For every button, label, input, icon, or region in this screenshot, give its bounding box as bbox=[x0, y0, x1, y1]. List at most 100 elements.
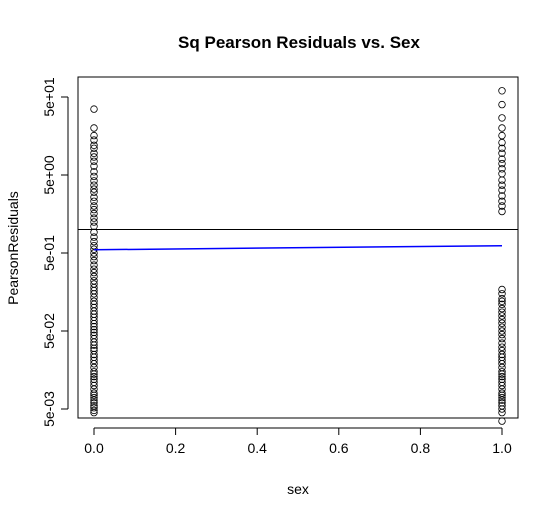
data-point bbox=[498, 304, 506, 313]
data-point bbox=[498, 312, 506, 320]
data-point bbox=[90, 256, 98, 265]
data-point bbox=[498, 181, 506, 189]
data-point bbox=[498, 389, 506, 397]
data-point bbox=[498, 285, 506, 294]
data-point bbox=[498, 327, 506, 335]
y-tick-label: 5e+00 bbox=[41, 155, 57, 195]
data-point bbox=[90, 393, 98, 402]
data-point bbox=[90, 404, 98, 412]
data-point bbox=[498, 417, 506, 425]
data-point bbox=[90, 328, 98, 337]
data-point bbox=[498, 343, 506, 351]
trend-line bbox=[93, 244, 503, 251]
data-point bbox=[90, 344, 98, 352]
data-point bbox=[90, 228, 98, 236]
data-point bbox=[498, 169, 506, 178]
data-point bbox=[90, 105, 98, 113]
data-point bbox=[90, 406, 98, 415]
y-tick-label: 5e-01 bbox=[41, 235, 57, 271]
x-tick-label: 0.6 bbox=[329, 440, 349, 456]
data-point bbox=[498, 378, 506, 386]
data-point bbox=[498, 290, 506, 298]
data-point bbox=[498, 202, 506, 210]
data-point bbox=[498, 186, 506, 194]
data-point bbox=[498, 368, 506, 376]
data-point bbox=[90, 241, 98, 250]
data-point bbox=[498, 176, 506, 184]
data-point bbox=[90, 391, 98, 399]
data-point bbox=[498, 131, 506, 140]
data-point bbox=[498, 375, 506, 383]
chart-title: Sq Pearson Residuals vs. Sex bbox=[178, 33, 420, 52]
data-point bbox=[498, 87, 506, 95]
data-point bbox=[90, 280, 98, 288]
data-point bbox=[90, 157, 98, 165]
data-point bbox=[90, 252, 98, 261]
data-point bbox=[90, 209, 98, 218]
data-point bbox=[90, 363, 98, 372]
data-points bbox=[90, 87, 506, 425]
y-axis: 5e+01 5e+00 5e-01 5e-02 5e-03 bbox=[41, 77, 69, 427]
data-point bbox=[498, 124, 506, 132]
data-point bbox=[498, 350, 506, 359]
y-axis-label: PearsonResiduals bbox=[5, 191, 21, 305]
data-point bbox=[90, 168, 98, 176]
data-point bbox=[90, 272, 98, 281]
x-tick-label: 0.2 bbox=[166, 440, 186, 456]
data-point bbox=[90, 202, 98, 210]
data-point bbox=[90, 218, 98, 226]
data-point bbox=[90, 402, 98, 410]
data-point bbox=[90, 396, 98, 404]
data-point bbox=[498, 192, 506, 200]
data-point bbox=[498, 144, 506, 152]
data-point bbox=[90, 297, 98, 305]
data-point bbox=[90, 237, 98, 246]
data-point bbox=[498, 315, 506, 324]
data-point bbox=[90, 389, 98, 397]
data-point bbox=[498, 165, 506, 173]
data-point bbox=[498, 396, 506, 404]
data-point bbox=[498, 100, 506, 109]
data-point bbox=[498, 300, 506, 308]
data-point bbox=[498, 393, 506, 402]
data-point bbox=[90, 346, 98, 355]
data-point bbox=[90, 181, 98, 189]
data-point bbox=[498, 197, 506, 205]
data-point bbox=[498, 346, 506, 355]
data-point bbox=[498, 149, 506, 157]
data-point bbox=[498, 334, 506, 343]
data-point bbox=[498, 319, 506, 327]
x-axis-label: sex bbox=[287, 481, 309, 497]
data-point bbox=[498, 294, 506, 303]
data-point bbox=[90, 124, 98, 132]
data-point bbox=[90, 233, 98, 241]
data-point bbox=[498, 308, 506, 316]
data-point bbox=[90, 375, 98, 383]
data-point bbox=[90, 261, 98, 269]
data-point bbox=[498, 391, 506, 399]
x-tick-label: 0.8 bbox=[411, 440, 431, 456]
x-tick-label: 0.4 bbox=[247, 440, 267, 456]
data-point bbox=[90, 136, 98, 144]
data-point bbox=[498, 114, 506, 122]
data-point bbox=[498, 339, 506, 347]
data-point bbox=[90, 331, 98, 339]
data-point bbox=[90, 322, 98, 331]
data-point bbox=[90, 356, 98, 365]
data-point bbox=[90, 141, 98, 149]
data-point bbox=[498, 207, 506, 216]
data-point bbox=[90, 193, 98, 201]
data-point bbox=[90, 162, 98, 170]
data-point bbox=[90, 222, 98, 230]
data-point bbox=[90, 326, 98, 334]
data-point bbox=[90, 399, 98, 407]
data-point bbox=[90, 214, 98, 222]
data-point bbox=[90, 185, 98, 193]
data-point bbox=[498, 372, 506, 381]
data-point bbox=[498, 323, 506, 331]
data-point bbox=[90, 290, 98, 298]
data-point bbox=[90, 277, 98, 285]
data-point bbox=[498, 330, 506, 339]
data-point bbox=[498, 155, 506, 163]
